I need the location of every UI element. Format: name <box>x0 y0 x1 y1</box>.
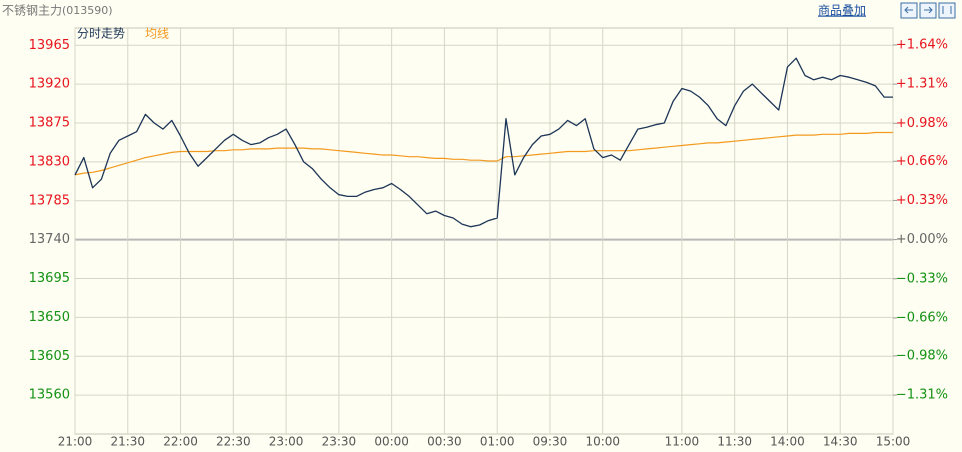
x-tick-label: 00:00 <box>374 435 409 449</box>
x-tick-label: 21:00 <box>58 435 93 449</box>
instrument-name: 不锈钢主力 <box>2 4 62 18</box>
x-tick-label: 11:30 <box>717 435 752 449</box>
y-tick-label: 13875 <box>29 116 70 131</box>
y2-tick-label: −0.66% <box>896 310 948 325</box>
x-tick-label: 14:00 <box>770 435 805 449</box>
grid <box>74 28 894 434</box>
x-tick-label: 11:00 <box>665 435 700 449</box>
x-tick-label: 21:30 <box>110 435 145 449</box>
toolbar <box>900 2 956 19</box>
y2-tick-label: +0.00% <box>896 232 948 247</box>
x-tick-label: 10:00 <box>585 435 620 449</box>
y2-tick-label: +0.98% <box>896 116 948 131</box>
x-tick-label: 15:00 <box>876 435 911 449</box>
y-tick-label: 13830 <box>29 154 70 169</box>
x-tick-label: 22:00 <box>163 435 198 449</box>
series-line <box>74 131 893 176</box>
instrument-code: (013590) <box>62 4 113 17</box>
x-tick-label: 22:30 <box>216 435 251 449</box>
y2-tick-label: −1.31% <box>896 388 948 403</box>
y-tick-label: 13785 <box>29 193 70 208</box>
x-tick-label: 14:30 <box>823 435 858 449</box>
restore-button[interactable] <box>938 2 956 19</box>
y2-tick-label: +1.64% <box>896 37 948 52</box>
legend-label: 分时走势 <box>77 27 125 41</box>
x-tick-label: 00:30 <box>427 435 462 449</box>
y-tick-label: 13740 <box>29 232 70 247</box>
x-tick-label: 23:30 <box>322 435 357 449</box>
y2-tick-label: −0.33% <box>896 271 948 286</box>
x-tick-label: 01:00 <box>480 435 515 449</box>
series-line <box>74 57 893 228</box>
y2-tick-label: +0.66% <box>896 154 948 169</box>
legend-label: 均线 <box>145 27 169 41</box>
y-tick-label: 13605 <box>29 349 70 364</box>
y2-tick-label: −0.98% <box>896 348 948 363</box>
y-tick-label: 13920 <box>29 77 70 92</box>
y-tick-label: 13650 <box>29 310 70 325</box>
plot <box>74 57 893 228</box>
y2-tick-label: +1.31% <box>896 77 948 92</box>
toolbar-icons <box>904 6 952 14</box>
overlay-button[interactable]: 商品叠加 <box>818 3 866 18</box>
y-tick-label: 13965 <box>29 38 70 53</box>
y-tick-label: 13695 <box>29 271 70 286</box>
y2-tick-label: +0.33% <box>896 193 948 208</box>
y-tick-label: 13560 <box>29 388 70 403</box>
x-tick-label: 23:00 <box>269 435 304 449</box>
x-tick-label: 09:30 <box>533 435 568 449</box>
